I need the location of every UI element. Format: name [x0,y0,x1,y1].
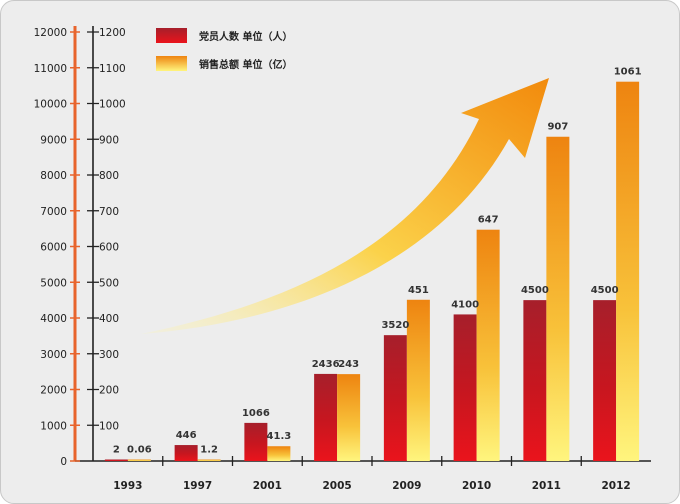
bar-members [523,300,547,461]
left-tick-label: 1000 [40,420,67,432]
left-tick-label: 10000 [34,99,67,111]
right-tick-label: 600 [99,242,119,254]
bar-members [383,335,407,461]
left-tick-label: 5000 [40,277,67,289]
left-tick-label: 9000 [40,134,67,146]
legend: 党员人数 单位（人） 销售总额 单位（亿） [156,28,292,71]
data-label-members: 1066 [242,408,270,419]
data-label-sales: 1.2 [200,445,218,456]
data-label-members: 4500 [521,285,549,296]
data-label-members: 446 [176,430,197,441]
x-category-label: 2010 [462,480,491,492]
bar-sales [267,446,291,461]
bar-members [453,314,477,461]
left-tick-label: 4000 [40,313,67,325]
x-category-label: 2011 [532,480,561,492]
right-tick-label: 800 [99,170,119,182]
right-axis-ticks: 100 200 300 400 500 600 700 800 900 1000 1100 1200 [87,27,126,432]
data-label-members: 2436 [312,359,340,370]
bars [104,81,640,461]
x-category-label: 2009 [392,480,421,492]
bar-members [104,459,128,461]
right-tick-label: 400 [99,313,119,325]
right-tick-label: 1100 [99,63,126,75]
bar-members [314,373,338,461]
data-label-sales: 647 [478,215,499,226]
right-tick-label: 200 [99,385,119,397]
bar-sales [337,374,361,461]
x-category-label: 1993 [113,480,142,492]
right-tick-label: 1000 [99,99,126,111]
left-tick-label: 2000 [40,385,67,397]
data-label-members: 2 [113,445,120,456]
bar-sales [616,81,640,461]
trend-arrow-icon [141,78,549,334]
x-category-label: 2012 [602,480,631,492]
data-label-sales: 41.3 [267,431,292,442]
x-category-label: 2001 [253,480,282,492]
bar-sales [406,299,430,461]
bar-members [244,422,268,461]
right-tick-label: 1200 [99,27,126,39]
right-tick-label: 100 [99,420,119,432]
right-tick-label: 700 [99,206,119,218]
x-category-label: 1997 [183,480,212,492]
data-label-sales: 1061 [614,67,642,78]
left-tick-label: 12000 [34,27,67,39]
bar-sales [127,459,151,461]
bar-sales [476,229,500,461]
data-label-sales: 907 [547,122,568,133]
legend-label-sales: 销售总额 单位（亿） [199,58,292,71]
x-axis-ticks: 1993 1997 2001 2005 2009 2010 2011 2012 [113,456,631,492]
legend-label-members: 党员人数 单位（人） [199,30,292,43]
left-tick-label: 0 [60,456,67,468]
bar-members [593,300,617,461]
left-tick-label: 6000 [40,242,67,254]
left-tick-label: 7000 [40,206,67,218]
left-tick-label: 8000 [40,170,67,182]
data-label-sales: 0.06 [127,445,152,456]
data-label-members: 4500 [591,285,619,296]
x-category-label: 2005 [323,480,352,492]
bar-sales [546,136,570,461]
data-label-sales: 243 [338,359,359,370]
legend-swatch-members [156,28,187,43]
left-tick-label: 11000 [34,63,67,75]
data-label-members: 3520 [381,320,409,331]
right-tick-label: 500 [99,277,119,289]
data-label-members: 4100 [451,299,479,310]
right-tick-label: 300 [99,349,119,361]
bar-sales [197,459,221,461]
legend-swatch-sales [156,56,187,71]
left-tick-label: 3000 [40,349,67,361]
left-axis-ticks: 0 1000 2000 3000 4000 5000 6000 7000 8000 9000 100… [34,27,80,468]
data-label-sales: 451 [408,285,429,296]
bar-members [174,445,198,461]
right-tick-label: 900 [99,134,119,146]
